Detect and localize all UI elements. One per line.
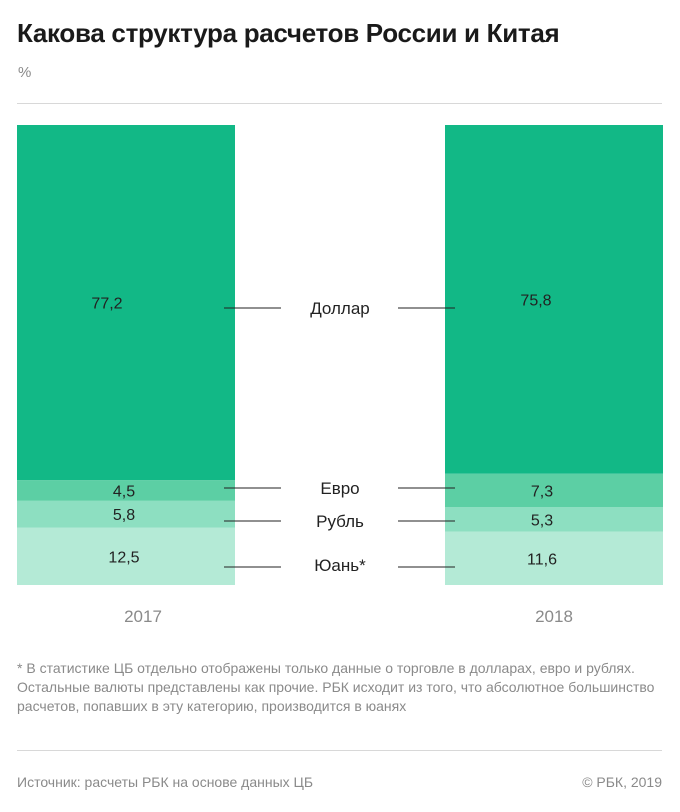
copyright: © РБК, 2019	[582, 774, 662, 790]
bar-2018-рубль	[445, 507, 663, 532]
data-label-2017-евро: 4,5	[113, 483, 135, 500]
data-label-2017-доллар: 77,2	[91, 296, 122, 313]
bar-2018-юань	[445, 531, 663, 585]
data-label-2018-юань: 11,6	[527, 551, 557, 568]
source-note: Источник: расчеты РБК на основе данных Ц…	[17, 774, 314, 790]
x-tick-2018: 2018	[535, 607, 573, 626]
bar-2018-евро	[445, 473, 663, 508]
data-label-2017-юань: 12,5	[108, 549, 139, 566]
unit-label: %	[18, 64, 32, 81]
bottom-divider	[17, 750, 662, 751]
legend-label-рубль: Рубль	[316, 512, 364, 531]
data-label-2018-евро: 7,3	[531, 483, 553, 500]
stacked-bar-chart: 12,5 5,8 4,5 77,2 2017 11,6 5,3 7,3 75,8 2018 Юань…	[17, 125, 663, 626]
legend-label-доллар: Доллар	[310, 299, 370, 318]
legend-label-евро: Евро	[320, 479, 359, 498]
bar-2017-доллар	[17, 125, 235, 481]
bar-2018-доллар	[445, 125, 663, 474]
chart-title: Какова структура расчетов России и Китая	[17, 18, 560, 48]
legend-label-юань: Юань*	[314, 556, 366, 575]
data-label-2017-рубль: 5,8	[113, 507, 135, 524]
data-label-2018-рубль: 5,3	[531, 512, 553, 529]
x-tick-2017: 2017	[124, 607, 162, 626]
bar-2017-евро	[17, 480, 235, 501]
bar-2017-рубль	[17, 500, 235, 528]
top-divider	[17, 103, 662, 104]
data-label-2018-доллар: 75,8	[520, 292, 551, 309]
footnote: * В статистике ЦБ отдельно отображены то…	[17, 660, 655, 714]
bar-2017-юань	[17, 527, 235, 585]
